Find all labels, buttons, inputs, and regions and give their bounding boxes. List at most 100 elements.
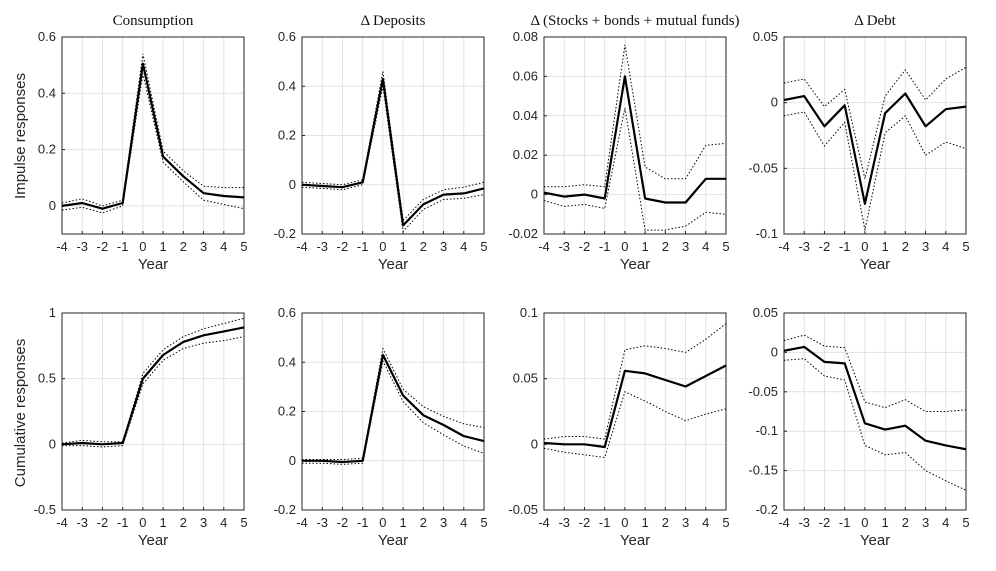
confidence-band-upper xyxy=(62,53,244,207)
y-tick-label: 0.05 xyxy=(753,29,778,44)
chart-title: Δ Debt xyxy=(854,13,897,29)
point-estimate-line xyxy=(302,353,484,464)
x-tick-label: 1 xyxy=(399,239,406,254)
x-tick-label: 3 xyxy=(200,515,207,530)
x-tick-label: -2 xyxy=(579,515,591,530)
chart-panel: -4 -3 -2 -1 0 1 2 3 4 5-0.2-0.15-0.1-0.0500.05Yea… xyxy=(748,305,969,549)
x-tick-label: 1 xyxy=(159,515,166,530)
x-tick-label: 0 xyxy=(139,239,146,254)
y-tick-label: 0 xyxy=(531,436,538,451)
confidence-band-lower xyxy=(302,86,484,233)
point-estimate-line xyxy=(544,75,726,204)
y-tick-label: 0 xyxy=(771,344,778,359)
confidence-band-upper xyxy=(544,323,726,440)
x-tick-label: 5 xyxy=(962,515,969,530)
axes-box xyxy=(61,36,245,235)
y-tick-label: -0.02 xyxy=(508,226,538,241)
x-tick-label: 5 xyxy=(722,239,729,254)
x-tick-label: 1 xyxy=(641,515,648,530)
confidence-band-lower xyxy=(784,111,966,231)
y-tick-label: 0 xyxy=(49,198,56,213)
x-tick-label: 0 xyxy=(379,515,386,530)
x-axis-label: Year xyxy=(860,532,890,549)
x-tick-label: 3 xyxy=(200,239,207,254)
x-tick-label: -4 xyxy=(778,239,790,254)
y-tick-label: -0.1 xyxy=(756,423,778,438)
confidence-band-upper xyxy=(544,44,726,188)
point-estimate-line xyxy=(784,92,966,205)
confidence-band-upper xyxy=(784,334,966,412)
axes-box xyxy=(543,36,727,235)
y-tick-label: 0.02 xyxy=(513,147,538,162)
x-tick-label: -4 xyxy=(538,239,550,254)
x-tick-label: -4 xyxy=(56,239,68,254)
x-tick-label: 2 xyxy=(902,515,909,530)
x-axis-label: Year xyxy=(378,256,408,273)
y-tick-label: 0 xyxy=(289,177,296,192)
y-tick-label: -0.15 xyxy=(748,463,778,478)
x-tick-label: 2 xyxy=(420,515,427,530)
y-tick-label: 0.06 xyxy=(513,68,538,83)
y-tick-label: -0.05 xyxy=(508,502,538,517)
x-tick-label: -1 xyxy=(117,239,129,254)
confidence-band-lower xyxy=(62,73,244,214)
axes-box xyxy=(783,312,967,511)
y-tick-label: 0.4 xyxy=(38,85,56,100)
row-label-cumulative: Cumulative responses xyxy=(12,339,29,487)
x-axis-label: Year xyxy=(860,256,890,273)
x-tick-label: -2 xyxy=(337,515,349,530)
y-tick-label: 0.4 xyxy=(278,78,296,93)
x-tick-label: 3 xyxy=(440,515,447,530)
y-tick-label: 0 xyxy=(49,436,56,451)
y-tick-label: 0.05 xyxy=(753,305,778,320)
chart-title: Δ (Stocks + bonds + mutual funds) xyxy=(530,13,739,29)
x-tick-label: -4 xyxy=(296,239,308,254)
y-tick-label: -0.2 xyxy=(274,502,296,517)
x-tick-label: -2 xyxy=(819,239,831,254)
x-tick-label: -1 xyxy=(839,239,851,254)
x-tick-label: -4 xyxy=(56,515,68,530)
x-tick-label: -2 xyxy=(579,239,591,254)
x-tick-label: 4 xyxy=(220,515,227,530)
x-tick-label: -3 xyxy=(798,515,810,530)
confidence-band-upper xyxy=(62,317,244,444)
confidence-band-lower xyxy=(784,358,966,491)
x-tick-label: 3 xyxy=(682,515,689,530)
series-group xyxy=(784,66,966,231)
series-group xyxy=(62,317,244,448)
y-tick-label: -0.5 xyxy=(34,502,56,517)
confidence-band-lower xyxy=(544,391,726,459)
x-tick-label: -4 xyxy=(538,515,550,530)
x-tick-label: 3 xyxy=(922,515,929,530)
series-group xyxy=(544,323,726,459)
x-tick-label: -2 xyxy=(97,515,109,530)
x-tick-label: 1 xyxy=(641,239,648,254)
y-tick-label: -0.2 xyxy=(274,226,296,241)
x-axis-label: Year xyxy=(138,532,168,549)
x-tick-label: 3 xyxy=(922,239,929,254)
point-estimate-line xyxy=(62,62,244,210)
x-tick-label: -2 xyxy=(819,515,831,530)
x-tick-label: -1 xyxy=(117,515,129,530)
y-tick-label: -0.2 xyxy=(756,502,778,517)
confidence-band-upper xyxy=(302,347,484,460)
y-tick-label: 0 xyxy=(289,453,296,468)
point-estimate-line xyxy=(544,364,726,449)
x-tick-label: 4 xyxy=(220,239,227,254)
series-group xyxy=(302,71,484,233)
x-tick-label: 1 xyxy=(881,239,888,254)
y-tick-label: 0.1 xyxy=(520,305,538,320)
x-tick-label: -3 xyxy=(76,239,88,254)
x-tick-label: -3 xyxy=(316,515,328,530)
y-tick-label: 0.5 xyxy=(38,371,56,386)
x-tick-label: 0 xyxy=(861,239,868,254)
x-tick-label: 5 xyxy=(240,239,247,254)
x-axis-label: Year xyxy=(620,532,650,549)
x-axis-label: Year xyxy=(378,532,408,549)
y-tick-label: 0 xyxy=(771,95,778,110)
x-axis-label: Year xyxy=(620,256,650,273)
y-tick-label: 0.6 xyxy=(278,29,296,44)
